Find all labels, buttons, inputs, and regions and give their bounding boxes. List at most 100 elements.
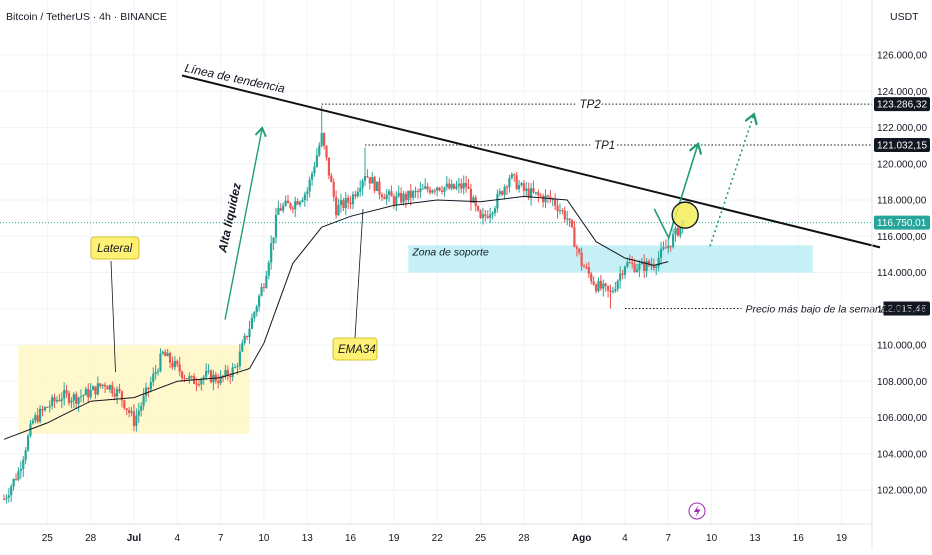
candle-body bbox=[17, 471, 20, 480]
candle-body bbox=[245, 335, 249, 338]
candle-body bbox=[286, 200, 290, 204]
candle-body bbox=[99, 383, 102, 387]
ema-callout-line bbox=[354, 209, 364, 339]
candle-body bbox=[236, 366, 239, 368]
candle-body bbox=[253, 312, 256, 318]
candle-body bbox=[161, 351, 164, 354]
candle-body bbox=[450, 183, 453, 189]
candle-body bbox=[486, 216, 489, 218]
price-tick-label: 124.000,00 bbox=[877, 87, 927, 98]
candle-body bbox=[549, 196, 552, 200]
candle-body bbox=[39, 409, 42, 422]
time-tick-label: 10 bbox=[258, 533, 270, 544]
time-tick-label: 4 bbox=[175, 533, 181, 544]
candle-body bbox=[255, 306, 258, 313]
candle-body bbox=[638, 264, 641, 270]
price-tick-label: 104.000,00 bbox=[877, 449, 927, 460]
lateral-callout-line bbox=[110, 260, 116, 373]
candle-body bbox=[383, 197, 386, 200]
candle-body bbox=[349, 202, 352, 205]
alert-lightning-button[interactable] bbox=[688, 502, 706, 520]
candle-body bbox=[101, 384, 104, 387]
candle-body bbox=[303, 194, 306, 201]
candle-body bbox=[144, 387, 148, 396]
candle-body bbox=[378, 181, 381, 195]
candle-body bbox=[113, 393, 116, 397]
candle-body bbox=[428, 189, 432, 193]
candle-body bbox=[501, 191, 504, 195]
price-tick-label: 112.000,00 bbox=[877, 304, 927, 315]
candles[interactable] bbox=[2, 105, 684, 504]
candle-body bbox=[168, 353, 172, 363]
candle-body bbox=[291, 207, 294, 210]
candle-body bbox=[202, 376, 205, 380]
candle-body bbox=[34, 415, 37, 421]
candle-body bbox=[597, 280, 600, 292]
price-axis[interactable]: 102.000,00 104.000,00 106.000,00 108.000,00… bbox=[877, 51, 927, 497]
candle-body bbox=[520, 183, 523, 186]
candle-body bbox=[421, 188, 424, 190]
candle-body bbox=[118, 389, 121, 392]
candle-body bbox=[243, 335, 246, 344]
candle-body bbox=[272, 237, 275, 244]
candle-body bbox=[445, 183, 448, 188]
candle-body bbox=[301, 200, 304, 202]
candle-body bbox=[452, 183, 456, 189]
price-tick-label: 122.000,00 bbox=[877, 123, 927, 134]
candle-body bbox=[546, 195, 550, 197]
candle-body bbox=[181, 371, 184, 379]
candle-body bbox=[359, 188, 362, 192]
candle-body bbox=[306, 191, 309, 195]
candle-body bbox=[70, 400, 73, 403]
candle-body bbox=[568, 218, 571, 221]
candle-body bbox=[103, 384, 107, 387]
candle-body bbox=[75, 394, 78, 404]
price-tick-label: 110.000,00 bbox=[877, 341, 927, 352]
candle-body bbox=[294, 201, 297, 210]
candle-body bbox=[195, 383, 198, 385]
candle-body bbox=[539, 195, 542, 197]
candle-body bbox=[542, 196, 545, 203]
candle-body bbox=[135, 415, 138, 426]
candle-body bbox=[402, 193, 405, 203]
candle-body bbox=[65, 390, 68, 394]
time-axis[interactable]: 25 28 Jul 4 7 10 13 16 19 22 25 28 Ago 4 7 10 13 16 19 bbox=[42, 533, 848, 544]
candle-body bbox=[465, 182, 468, 187]
projection-solid-arrow bbox=[653, 145, 697, 241]
candle-body bbox=[505, 186, 509, 188]
price-tick-label: 116.000,00 bbox=[877, 232, 927, 243]
candle-body bbox=[7, 495, 10, 498]
candle-body bbox=[366, 176, 369, 178]
candle-body bbox=[537, 192, 540, 196]
candle-body bbox=[397, 192, 400, 197]
currency-label: USDT bbox=[890, 11, 919, 23]
time-tick-label: 22 bbox=[432, 533, 444, 544]
candle-body bbox=[640, 261, 643, 265]
candle-body bbox=[556, 205, 559, 212]
time-tick-label: 10 bbox=[706, 533, 718, 544]
candle-body bbox=[484, 214, 487, 217]
candle-body bbox=[205, 370, 208, 377]
candle-body bbox=[173, 360, 176, 368]
support-zone-label: Zona de soporte bbox=[411, 246, 489, 258]
candle-body bbox=[279, 208, 282, 211]
candle-body bbox=[270, 243, 273, 263]
candle-body bbox=[489, 214, 492, 218]
candle-body bbox=[404, 193, 408, 201]
candle-body bbox=[159, 353, 162, 372]
candle-body bbox=[529, 188, 533, 198]
candle-body bbox=[313, 166, 316, 174]
candle-body bbox=[457, 183, 460, 187]
price-tick-label: 120.000,00 bbox=[877, 159, 927, 170]
candle-body bbox=[623, 266, 627, 275]
time-tick-label: 25 bbox=[475, 533, 487, 544]
price-tick-label: 118.000,00 bbox=[877, 196, 927, 207]
ema-callout-text: EMA34 bbox=[338, 344, 376, 356]
lightning-icon bbox=[694, 505, 701, 518]
candle-body bbox=[89, 390, 92, 398]
candle-body bbox=[332, 182, 335, 198]
candle-body bbox=[106, 386, 109, 390]
candle-body bbox=[284, 200, 287, 206]
trendline bbox=[181, 74, 881, 249]
